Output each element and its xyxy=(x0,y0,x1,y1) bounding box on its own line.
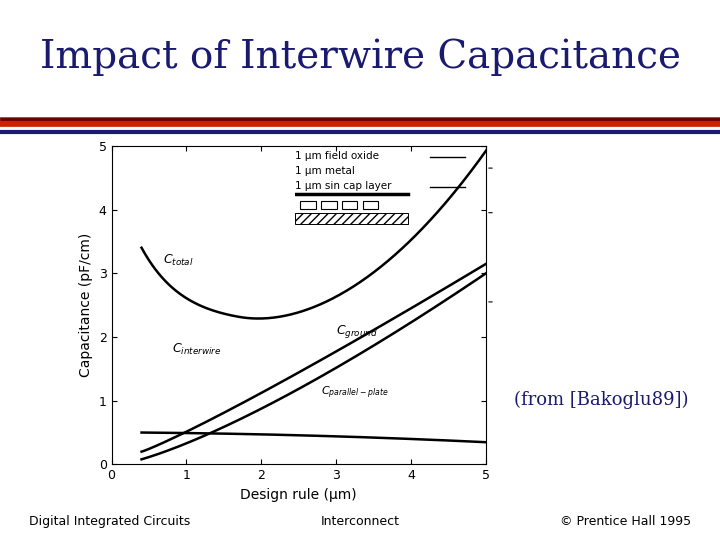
Bar xyxy=(300,200,316,210)
Bar xyxy=(321,200,337,210)
Bar xyxy=(342,200,357,210)
Text: $C_{interwire}$: $C_{interwire}$ xyxy=(171,342,221,357)
Text: Interconnect: Interconnect xyxy=(320,515,400,528)
Text: 1 µm field oxide: 1 µm field oxide xyxy=(295,151,379,161)
Y-axis label: Capacitance (pF/cm): Capacitance (pF/cm) xyxy=(79,233,93,377)
Text: © Prentice Hall 1995: © Prentice Hall 1995 xyxy=(560,515,691,528)
Text: Impact of Interwire Capacitance: Impact of Interwire Capacitance xyxy=(40,39,680,76)
Bar xyxy=(295,213,408,224)
Text: (from [Bakoglu89]): (from [Bakoglu89]) xyxy=(514,390,688,409)
Bar xyxy=(363,200,378,210)
X-axis label: Design rule (µm): Design rule (µm) xyxy=(240,488,357,502)
Text: Digital Integrated Circuits: Digital Integrated Circuits xyxy=(29,515,190,528)
Text: $C_{total}$: $C_{total}$ xyxy=(163,253,193,268)
Text: 1 µm sin cap layer: 1 µm sin cap layer xyxy=(295,181,392,191)
Text: $C_{ground}$: $C_{ground}$ xyxy=(336,323,378,340)
Text: 1 µm metal: 1 µm metal xyxy=(295,166,355,176)
Text: $C_{parallel-plate}$: $C_{parallel-plate}$ xyxy=(321,385,389,401)
